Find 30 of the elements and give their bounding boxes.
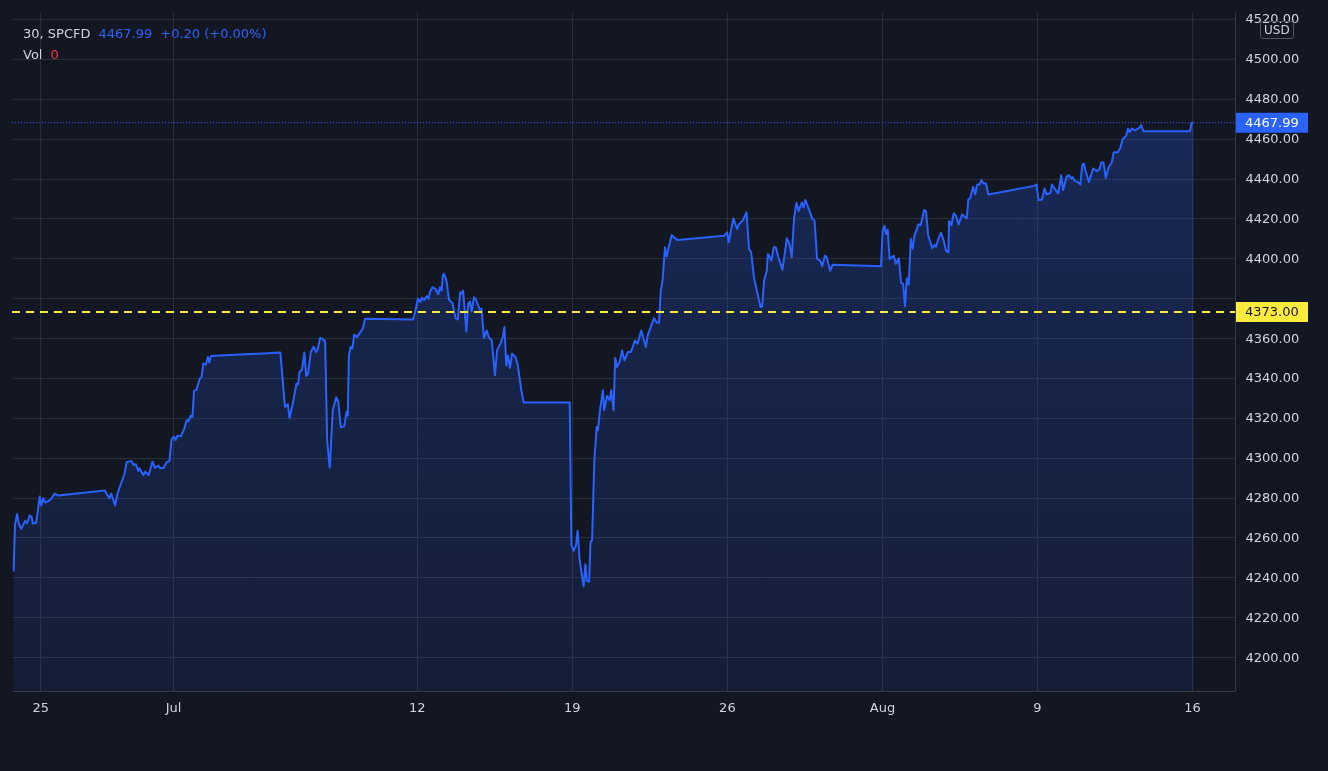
y-tick-label: 4200.00 bbox=[1245, 649, 1300, 665]
y-tick-label: 4260.00 bbox=[1245, 529, 1300, 545]
y-tick-label: 4440.00 bbox=[1245, 171, 1300, 187]
y-tick-label: 4400.00 bbox=[1245, 250, 1300, 266]
x-tick-label: 9 bbox=[1033, 699, 1042, 715]
y-tick-label: 4220.00 bbox=[1245, 609, 1300, 625]
y-tick-label: 4480.00 bbox=[1245, 91, 1300, 107]
x-tick-label: Jul bbox=[164, 699, 182, 715]
y-tick-label: 4340.00 bbox=[1245, 370, 1300, 386]
annotation: 30, SPCFD bbox=[23, 26, 91, 41]
y-tick-label: 4280.00 bbox=[1245, 490, 1300, 506]
y-tick-label: 4420.00 bbox=[1245, 210, 1300, 226]
x-tick-label: 12 bbox=[408, 699, 426, 715]
y-tick-label: 4240.00 bbox=[1245, 569, 1300, 585]
annotation: 4467.99 bbox=[98, 26, 153, 41]
y-tick-label: 4460.00 bbox=[1245, 131, 1300, 147]
ref-line-label: 4467.99 bbox=[1245, 114, 1299, 130]
x-tick-label: Aug bbox=[869, 699, 896, 715]
ref-line-label: 4373.00 bbox=[1245, 304, 1299, 320]
x-tick-label: 25 bbox=[32, 699, 49, 715]
y-tick-label: 4320.00 bbox=[1245, 410, 1300, 426]
y-tick-label: 4500.00 bbox=[1245, 51, 1300, 67]
x-tick-label: 26 bbox=[719, 699, 736, 715]
annotation: Vol bbox=[23, 47, 43, 62]
annotation: 0 bbox=[50, 47, 59, 62]
y-tick-label: 4360.00 bbox=[1245, 330, 1300, 346]
x-tick-label: 16 bbox=[1184, 699, 1201, 715]
y-tick-label: 4300.00 bbox=[1245, 450, 1300, 466]
x-tick-label: 19 bbox=[564, 699, 581, 715]
annotation: +0.20 (+0.00%) bbox=[160, 26, 267, 41]
